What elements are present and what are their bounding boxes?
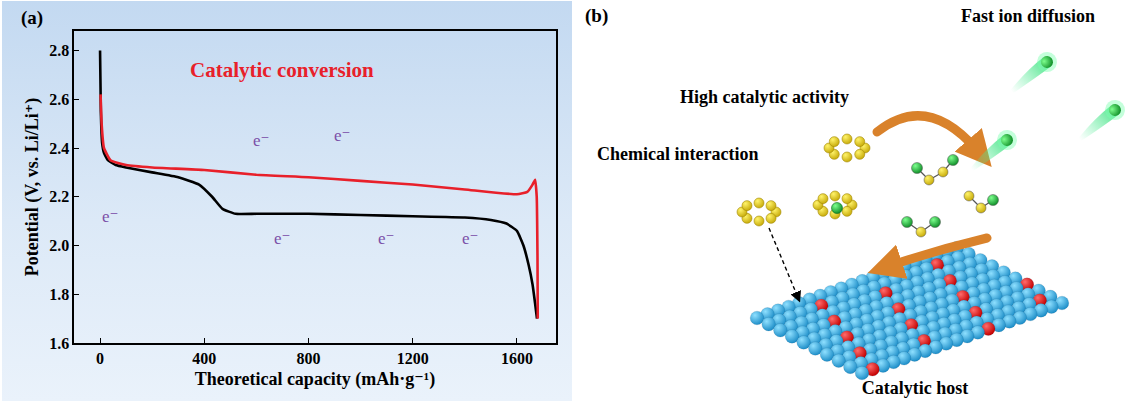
svg-text:2.0: 2.0 — [49, 237, 69, 254]
svg-text:High catalytic activity: High catalytic activity — [680, 87, 849, 107]
svg-text:1600: 1600 — [501, 350, 533, 367]
svg-text:2.2: 2.2 — [49, 188, 69, 205]
svg-text:e⁻: e⁻ — [274, 229, 291, 248]
svg-text:e⁻: e⁻ — [253, 131, 270, 150]
svg-text:Fast ion diffusion: Fast ion diffusion — [961, 6, 1095, 26]
svg-text:Chemical interaction: Chemical interaction — [597, 144, 758, 164]
svg-text:800: 800 — [296, 350, 320, 367]
svg-text:Theoretical capacity (mAh·g⁻¹): Theoretical capacity (mAh·g⁻¹) — [195, 369, 436, 390]
svg-text:(a): (a) — [21, 7, 43, 29]
svg-text:0: 0 — [96, 350, 104, 367]
svg-text:2.8: 2.8 — [49, 42, 69, 59]
svg-text:e⁻: e⁻ — [102, 207, 119, 226]
svg-text:Catalytic host: Catalytic host — [862, 378, 969, 398]
svg-text:1.8: 1.8 — [49, 286, 69, 303]
svg-text:e⁻: e⁻ — [334, 126, 351, 145]
svg-text:e⁻: e⁻ — [378, 229, 395, 248]
svg-text:e⁻: e⁻ — [462, 229, 479, 248]
svg-text:400: 400 — [192, 350, 216, 367]
svg-text:(b): (b) — [585, 5, 608, 27]
svg-text:2.4: 2.4 — [49, 140, 69, 157]
svg-text:1.6: 1.6 — [49, 335, 69, 352]
svg-text:Catalytic conversion: Catalytic conversion — [190, 58, 374, 82]
svg-text:1200: 1200 — [397, 350, 429, 367]
svg-text:2.6: 2.6 — [49, 91, 69, 108]
svg-text:Potential (V, vs. Li/Li⁺): Potential (V, vs. Li/Li⁺) — [22, 98, 43, 277]
